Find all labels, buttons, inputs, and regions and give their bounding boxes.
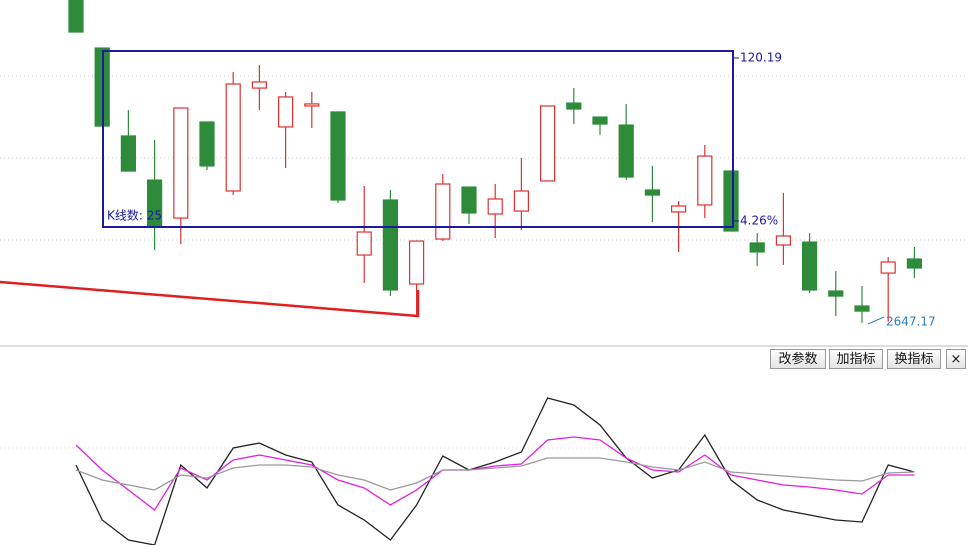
candles xyxy=(68,0,923,323)
candle-body xyxy=(539,105,556,182)
candle-body xyxy=(225,83,241,192)
trend-line xyxy=(0,280,420,318)
candle-body xyxy=(304,103,320,107)
candle-body xyxy=(670,205,687,213)
candle-body xyxy=(199,121,215,167)
low-label: 2647.17 xyxy=(886,315,936,329)
range-box xyxy=(102,50,734,228)
candle-body xyxy=(120,135,137,172)
candle-body xyxy=(697,155,713,206)
close-button[interactable]: × xyxy=(946,349,966,369)
candle-body xyxy=(880,261,896,274)
candle-body xyxy=(435,183,451,240)
candle-body xyxy=(906,258,923,269)
candle-body xyxy=(330,111,346,201)
candle-body xyxy=(513,190,530,212)
count-label: K线数: 25 xyxy=(107,208,162,223)
candle-body xyxy=(68,0,84,33)
candle-body xyxy=(775,235,792,246)
indicator-line xyxy=(75,397,915,545)
candle-body xyxy=(566,102,582,110)
candle-body xyxy=(592,116,608,125)
candle-body xyxy=(409,240,425,285)
low-arrow xyxy=(867,316,885,325)
candle-body xyxy=(382,199,398,291)
candle-body xyxy=(828,290,844,297)
range-label: 120.19 xyxy=(740,51,782,65)
candle-body xyxy=(801,241,818,291)
button[interactable]: 加指标 xyxy=(829,349,883,369)
candle-body xyxy=(173,107,189,219)
candle-body xyxy=(618,124,634,178)
candle-body xyxy=(356,231,372,256)
candle-body xyxy=(487,198,503,215)
candle-body xyxy=(723,170,739,232)
percent-label: 4.26% xyxy=(740,214,778,228)
candle-body xyxy=(749,242,765,253)
button[interactable]: 换指标 xyxy=(887,349,941,369)
candle-body xyxy=(644,189,661,196)
indicator xyxy=(75,397,915,545)
candle-body xyxy=(461,186,477,214)
candle-body xyxy=(251,81,267,89)
candle-body xyxy=(278,96,294,128)
indicator-line xyxy=(75,436,915,511)
indicator-line xyxy=(75,457,915,491)
candle-body xyxy=(854,305,870,312)
button[interactable]: 改参数 xyxy=(770,349,826,369)
